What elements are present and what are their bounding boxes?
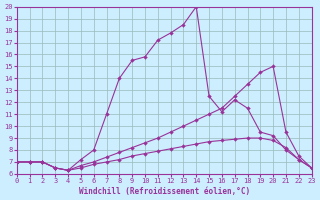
- X-axis label: Windchill (Refroidissement éolien,°C): Windchill (Refroidissement éolien,°C): [79, 187, 250, 196]
